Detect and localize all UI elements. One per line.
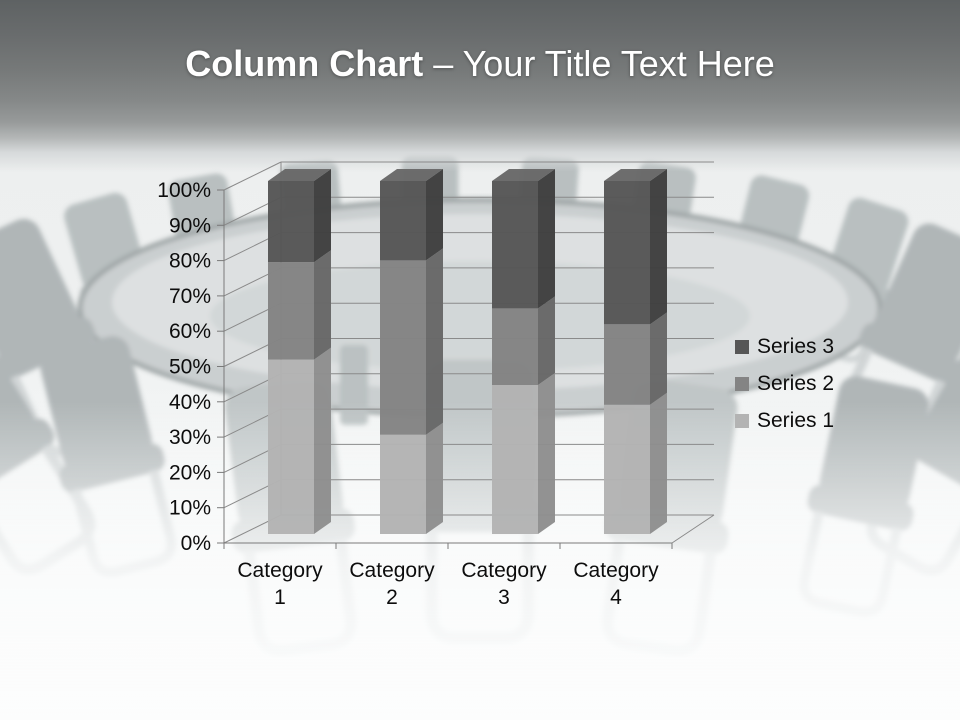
bar-segment-side [538,296,555,386]
x-axis-category-label: Category 2 [349,559,435,609]
legend-swatch [735,339,749,354]
legend-item: Series 2 [735,365,834,402]
y-axis-tick-label: 0% [181,532,211,555]
bar-segment-side [314,169,331,263]
floor-fade [0,400,960,720]
legend-item: Series 1 [735,402,834,439]
x-axis-category-label: Category 1 [237,559,323,609]
bar-segment-side [650,312,667,405]
legend-swatch [735,413,749,428]
bar-column [604,169,667,534]
chart-legend: Series 3 Series 2 Series 1 [735,328,834,439]
legend-item: Series 3 [735,328,834,365]
y-axis-tick-label: 90% [169,214,211,237]
floor-edge [671,514,715,544]
y-axis-tick-label: 30% [169,426,211,449]
y-axis-tick-label: 10% [169,497,211,520]
bar-segment [268,262,314,360]
legend-label: Series 3 [757,334,835,358]
bar-segment-side [314,250,331,360]
bar-segment [492,308,538,385]
bar-column [268,169,331,534]
bar-segment [604,404,650,534]
bar-segment [604,324,650,405]
bar-segment [492,385,538,534]
x-axis-category-label: Category 3 [461,559,547,609]
bar-segment-side [426,422,443,534]
bar-segment-side [650,392,667,534]
bar-segment [380,260,426,435]
bar-segment-side [314,347,331,534]
y-axis-tick-label: 100% [157,179,211,202]
x-axis-category-label: Category 4 [573,559,659,609]
bar-segment-side [426,169,443,261]
bar-segment [268,181,314,263]
legend-label: Series 2 [757,371,835,395]
legend-label: Series 1 [757,408,835,432]
bar-segment [492,181,538,309]
bar-segment [604,181,650,325]
y-axis-tick-label: 60% [169,320,211,343]
bar-segment-side [538,373,555,534]
bar-column [492,169,555,534]
bar-segment-side [650,169,667,325]
bar-segment [268,359,314,534]
slide-title-separator: – [423,43,463,84]
bar-segment [380,434,426,534]
y-axis-tick-label: 40% [169,391,211,414]
bar-segment-side [538,169,555,309]
bar-segment-side [426,248,443,435]
y-axis-tick-label: 80% [169,250,211,273]
y-axis-tick-label: 50% [169,356,211,379]
slide-title-regular: Your Title Text Here [462,43,775,84]
y-axis-tick-label: 70% [169,285,211,308]
bar-segment [380,181,426,261]
legend-swatch [735,376,749,391]
y-axis-tick-label: 20% [169,461,211,484]
bar-column [380,169,443,534]
slide-title[interactable]: Column Chart – Your Title Text Here [0,44,960,84]
slide-title-bold: Column Chart [185,43,424,84]
